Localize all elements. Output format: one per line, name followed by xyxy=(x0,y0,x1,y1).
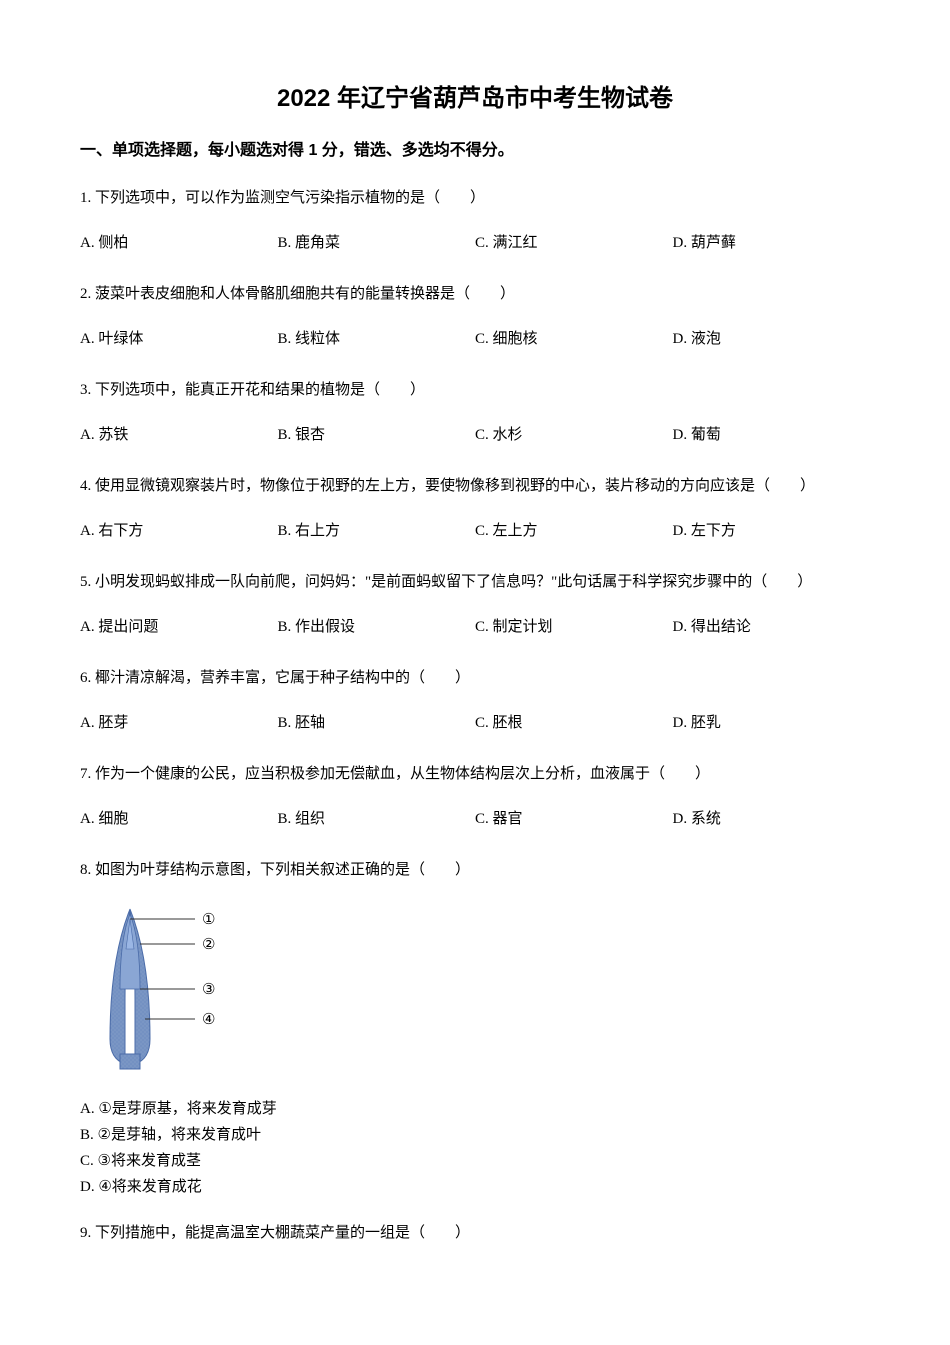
question-text: 4. 使用显微镜观察装片时，物像位于视野的左上方，要使物像移到视野的中心，装片移… xyxy=(80,470,870,503)
question-text: 5. 小明发现蚂蚁排成一队向前爬，问妈妈："是前面蚂蚁留下了信息吗？"此句话属于… xyxy=(80,566,870,599)
option-b: B. 银杏 xyxy=(278,419,476,452)
option-b: B. 组织 xyxy=(278,803,476,836)
question-6: 6. 椰汁清凉解渴，营养丰富，它属于种子结构中的（ ） A. 胚芽 B. 胚轴 … xyxy=(80,662,870,740)
label-2: ② xyxy=(202,937,215,953)
options-row: A. 苏铁 B. 银杏 C. 水杉 D. 葡萄 xyxy=(80,419,870,452)
option-c: C. 器官 xyxy=(475,803,673,836)
leaf-bud-diagram: ① ② ③ ④ xyxy=(90,899,870,1087)
option-a: A. 右下方 xyxy=(80,515,278,548)
exam-title: 2022 年辽宁省葫芦岛市中考生物试卷 xyxy=(80,80,870,118)
question-4: 4. 使用显微镜观察装片时，物像位于视野的左上方，要使物像移到视野的中心，装片移… xyxy=(80,470,870,548)
question-2: 2. 菠菜叶表皮细胞和人体骨骼肌细胞共有的能量转换器是（ ） A. 叶绿体 B.… xyxy=(80,278,870,356)
question-3: 3. 下列选项中，能真正开花和结果的植物是（ ） A. 苏铁 B. 银杏 C. … xyxy=(80,374,870,452)
option-c: C. 胚根 xyxy=(475,707,673,740)
section-header: 一、单项选择题，每小题选对得 1 分，错选、多选均不得分。 xyxy=(80,138,870,164)
option-c: C. 水杉 xyxy=(475,419,673,452)
option-d: D. 液泡 xyxy=(673,323,871,356)
option-a: A. 提出问题 xyxy=(80,611,278,644)
option-d: D. 葡萄 xyxy=(673,419,871,452)
option-b: B. ②是芽轴，将来发育成叶 xyxy=(80,1123,870,1147)
question-text: 7. 作为一个健康的公民，应当积极参加无偿献血，从生物体结构层次上分析，血液属于… xyxy=(80,758,870,791)
option-a: A. ①是芽原基，将来发育成芽 xyxy=(80,1097,870,1121)
option-b: B. 作出假设 xyxy=(278,611,476,644)
question-7: 7. 作为一个健康的公民，应当积极参加无偿献血，从生物体结构层次上分析，血液属于… xyxy=(80,758,870,836)
question-9: 9. 下列措施中，能提高温室大棚蔬菜产量的一组是（ ） xyxy=(80,1217,870,1250)
option-c: C. 制定计划 xyxy=(475,611,673,644)
option-d: D. 左下方 xyxy=(673,515,871,548)
option-a: A. 苏铁 xyxy=(80,419,278,452)
question-8: 8. 如图为叶芽结构示意图，下列相关叙述正确的是（ ） xyxy=(80,854,870,1199)
option-c: C. 满江红 xyxy=(475,227,673,260)
question-text: 2. 菠菜叶表皮细胞和人体骨骼肌细胞共有的能量转换器是（ ） xyxy=(80,278,870,311)
question-text: 6. 椰汁清凉解渴，营养丰富，它属于种子结构中的（ ） xyxy=(80,662,870,695)
option-b: B. 线粒体 xyxy=(278,323,476,356)
option-b: B. 右上方 xyxy=(278,515,476,548)
option-b: B. 胚轴 xyxy=(278,707,476,740)
question-5: 5. 小明发现蚂蚁排成一队向前爬，问妈妈："是前面蚂蚁留下了信息吗？"此句话属于… xyxy=(80,566,870,644)
option-c: C. 细胞核 xyxy=(475,323,673,356)
label-4: ④ xyxy=(202,1012,215,1028)
options-row: A. 侧柏 B. 鹿角菜 C. 满江红 D. 葫芦藓 xyxy=(80,227,870,260)
options-row: A. 右下方 B. 右上方 C. 左上方 D. 左下方 xyxy=(80,515,870,548)
question-text: 3. 下列选项中，能真正开花和结果的植物是（ ） xyxy=(80,374,870,407)
option-b: B. 鹿角菜 xyxy=(278,227,476,260)
option-c: C. 左上方 xyxy=(475,515,673,548)
label-1: ① xyxy=(202,912,215,928)
option-c: C. ③将来发育成茎 xyxy=(80,1149,870,1173)
option-d: D. ④将来发育成花 xyxy=(80,1175,870,1199)
options-row: A. 叶绿体 B. 线粒体 C. 细胞核 D. 液泡 xyxy=(80,323,870,356)
options-row: A. 胚芽 B. 胚轴 C. 胚根 D. 胚乳 xyxy=(80,707,870,740)
option-a: A. 侧柏 xyxy=(80,227,278,260)
option-d: D. 胚乳 xyxy=(673,707,871,740)
options-row: A. 提出问题 B. 作出假设 C. 制定计划 D. 得出结论 xyxy=(80,611,870,644)
question-text: 8. 如图为叶芽结构示意图，下列相关叙述正确的是（ ） xyxy=(80,854,870,887)
question-text: 1. 下列选项中，可以作为监测空气污染指示植物的是（ ） xyxy=(80,182,870,215)
options-row: A. 细胞 B. 组织 C. 器官 D. 系统 xyxy=(80,803,870,836)
option-d: D. 得出结论 xyxy=(673,611,871,644)
option-a: A. 胚芽 xyxy=(80,707,278,740)
question-1: 1. 下列选项中，可以作为监测空气污染指示植物的是（ ） A. 侧柏 B. 鹿角… xyxy=(80,182,870,260)
option-d: D. 葫芦藓 xyxy=(673,227,871,260)
option-d: D. 系统 xyxy=(673,803,871,836)
option-a: A. 细胞 xyxy=(80,803,278,836)
question-text: 9. 下列措施中，能提高温室大棚蔬菜产量的一组是（ ） xyxy=(80,1217,870,1250)
label-3: ③ xyxy=(202,982,215,998)
option-a: A. 叶绿体 xyxy=(80,323,278,356)
